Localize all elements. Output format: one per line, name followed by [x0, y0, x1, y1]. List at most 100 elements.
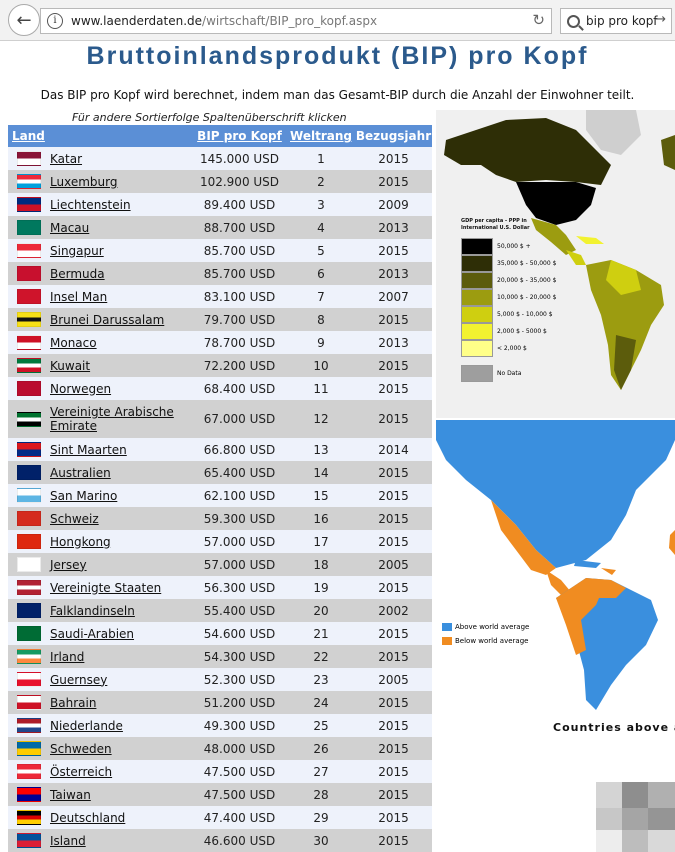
country-cell: Deutschland: [50, 806, 192, 829]
table-row: Norwegen 68.400 USD 11 2015: [8, 377, 432, 400]
country-link[interactable]: Norwegen: [50, 381, 112, 396]
table-row: Irland 54.300 USD 22 2015: [8, 645, 432, 668]
gdp-cell: 88.700 USD: [192, 216, 287, 239]
country-link[interactable]: Vereinigte Arabische Emirate: [50, 405, 174, 433]
country-link[interactable]: Vereinigte Staaten: [50, 580, 162, 595]
rank-cell: 27: [287, 760, 355, 783]
search-go-icon[interactable]: →: [655, 12, 666, 27]
header-gdp[interactable]: BIP pro Kopf: [192, 125, 287, 147]
flag-cell: [8, 668, 50, 691]
country-link[interactable]: Taiwan: [50, 787, 91, 802]
year-cell: 2015: [355, 484, 432, 507]
country-cell: Sint Maarten: [50, 438, 192, 461]
rank-cell: 13: [287, 438, 355, 461]
address-bar[interactable]: i www.laenderdaten.de/wirtschaft/BIP_pro…: [40, 8, 552, 34]
country-link[interactable]: Saudi-Arabien: [50, 626, 135, 641]
country-link[interactable]: Katar: [50, 151, 83, 166]
year-cell: 2002: [355, 599, 432, 622]
country-link[interactable]: Kuwait: [50, 358, 91, 373]
country-link[interactable]: Jersey: [50, 557, 87, 572]
sort-gdp-link[interactable]: BIP pro Kopf: [197, 129, 282, 143]
search-bar[interactable]: bip pro kopf →: [560, 8, 672, 34]
back-button[interactable]: ←: [8, 4, 40, 36]
country-link[interactable]: Irland: [50, 649, 85, 664]
country-link[interactable]: Brunei Darussalam: [50, 312, 165, 327]
country-link[interactable]: Macau: [50, 220, 90, 235]
year-cell: 2015: [355, 691, 432, 714]
legend-label: 10,000 $ - 20,000 $: [497, 294, 557, 301]
legend-label: < 2,000 $: [497, 345, 527, 352]
flag-cell: [8, 400, 50, 438]
flag-icon: [17, 764, 41, 779]
country-cell: Brunei Darussalam: [50, 308, 192, 331]
flag-icon: [17, 465, 41, 480]
gdp-cell: 85.700 USD: [192, 262, 287, 285]
year-cell: 2005: [355, 668, 432, 691]
legend-swatch: [461, 306, 493, 323]
flag-icon: [17, 672, 41, 687]
map1-legend-title: GDP per capita - PPP in International U.…: [461, 218, 530, 232]
year-cell: 2015: [355, 377, 432, 400]
country-link[interactable]: Australien: [50, 465, 111, 480]
gdp-cell: 48.000 USD: [192, 737, 287, 760]
country-cell: Saudi-Arabien: [50, 622, 192, 645]
country-link[interactable]: Guernsey: [50, 672, 108, 687]
rank-cell: 1: [287, 147, 355, 170]
rank-cell: 8: [287, 308, 355, 331]
year-cell: 2015: [355, 530, 432, 553]
year-cell: 2015: [355, 576, 432, 599]
country-link[interactable]: Singapur: [50, 243, 104, 258]
map1-legend-item: 50,000 $ +: [461, 238, 531, 255]
country-link[interactable]: Bermuda: [50, 266, 105, 281]
country-cell: Monaco: [50, 331, 192, 354]
country-link[interactable]: Monaco: [50, 335, 97, 350]
country-link[interactable]: Schweden: [50, 741, 112, 756]
country-cell: Irland: [50, 645, 192, 668]
table-row: Saudi-Arabien 54.600 USD 21 2015: [8, 622, 432, 645]
country-link[interactable]: Island: [50, 833, 86, 848]
table-row: Sint Maarten 66.800 USD 13 2014: [8, 438, 432, 461]
flag-cell: [8, 438, 50, 461]
header-country[interactable]: Land: [8, 125, 192, 147]
flag-cell: [8, 331, 50, 354]
year-cell: 2013: [355, 216, 432, 239]
legend-swatch: [442, 637, 452, 645]
country-link[interactable]: Niederlande: [50, 718, 123, 733]
back-arrow-icon: ←: [16, 9, 32, 31]
year-cell: 2013: [355, 331, 432, 354]
legend-swatch: [461, 255, 493, 272]
url-text[interactable]: www.laenderdaten.de/wirtschaft/BIP_pro_k…: [71, 14, 377, 28]
info-icon[interactable]: i: [47, 13, 63, 29]
country-link[interactable]: Sint Maarten: [50, 442, 127, 457]
flag-cell: [8, 714, 50, 737]
reload-icon[interactable]: ↻: [532, 11, 545, 29]
url-path: /wirtschaft/BIP_pro_kopf.aspx: [202, 14, 378, 28]
pixelated-thumbnail: [596, 782, 675, 852]
country-link[interactable]: Bahrain: [50, 695, 97, 710]
country-cell: Norwegen: [50, 377, 192, 400]
gdp-cell: 52.300 USD: [192, 668, 287, 691]
search-input[interactable]: bip pro kopf: [586, 14, 658, 28]
table-row: Schweiz 59.300 USD 16 2015: [8, 507, 432, 530]
country-link[interactable]: Schweiz: [50, 511, 99, 526]
country-cell: Schweiz: [50, 507, 192, 530]
table-row: Guernsey 52.300 USD 23 2005: [8, 668, 432, 691]
country-link[interactable]: Deutschland: [50, 810, 126, 825]
country-link[interactable]: Österreich: [50, 764, 113, 779]
sort-country-link[interactable]: Land: [12, 129, 45, 143]
country-link[interactable]: Hongkong: [50, 534, 111, 549]
rank-cell: 15: [287, 484, 355, 507]
country-link[interactable]: Insel Man: [50, 289, 108, 304]
country-link[interactable]: Liechtenstein: [50, 197, 131, 212]
country-cell: Guernsey: [50, 668, 192, 691]
table-row: Katar 145.000 USD 1 2015: [8, 147, 432, 170]
sort-rank-link[interactable]: Weltrang: [290, 129, 352, 143]
flag-icon: [17, 557, 41, 572]
flag-cell: [8, 691, 50, 714]
country-link[interactable]: Luxemburg: [50, 174, 118, 189]
sort-hint: Für andere Sortierfolge Spaltenüberschri…: [72, 111, 347, 124]
country-link[interactable]: Falklandinseln: [50, 603, 135, 618]
table-row: Island 46.600 USD 30 2015: [8, 829, 432, 852]
country-link[interactable]: San Marino: [50, 488, 118, 503]
header-rank[interactable]: Weltrang: [287, 125, 355, 147]
